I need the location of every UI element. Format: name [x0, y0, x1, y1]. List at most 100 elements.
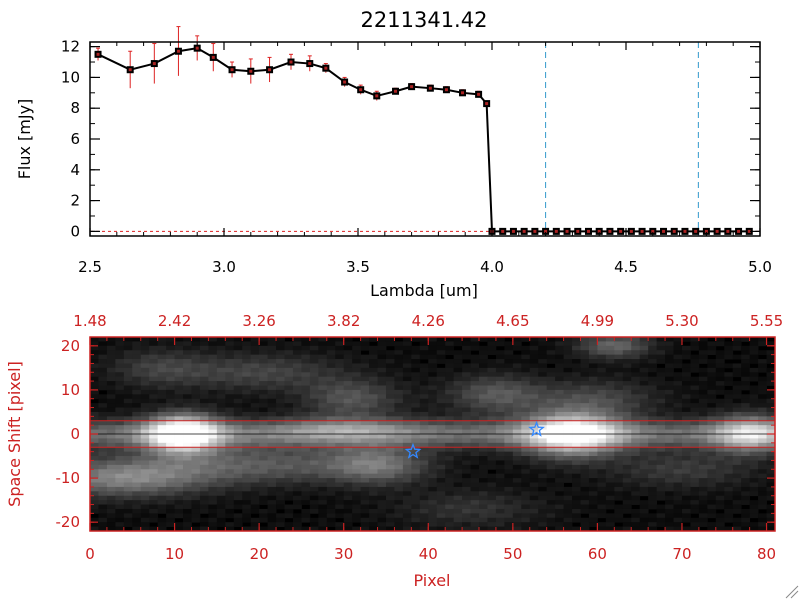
- shift-tick-label: 10: [61, 381, 80, 399]
- resize-grip-icon[interactable]: [785, 585, 799, 599]
- image-pixel: [529, 429, 539, 435]
- image-pixel: [394, 385, 404, 391]
- image-pixel: [724, 447, 734, 453]
- image-pixel: [580, 350, 590, 356]
- image-pixel: [707, 456, 717, 461]
- image-pixel: [309, 350, 319, 356]
- image-pixel: [495, 337, 505, 342]
- image-pixel: [123, 350, 133, 356]
- x-tick-label: 2.5: [78, 258, 102, 276]
- image-pixel: [428, 482, 438, 488]
- image-pixel: [98, 526, 108, 531]
- image-pixel: [191, 394, 201, 400]
- image-pixel: [106, 460, 116, 466]
- image-pixel: [276, 359, 285, 364]
- image-pixel: [470, 381, 480, 386]
- image-pixel: [665, 394, 674, 400]
- image-pixel: [555, 411, 564, 417]
- image-pixel: [225, 337, 235, 342]
- image-pixel: [681, 403, 691, 408]
- image-pixel: [335, 460, 345, 466]
- image-pixel: [724, 495, 734, 501]
- image-pixel: [724, 389, 734, 395]
- image-pixel: [174, 407, 184, 413]
- image-pixel: [191, 438, 201, 444]
- image-pixel: [98, 425, 108, 430]
- image-pixel: [436, 500, 446, 505]
- image-pixel: [411, 411, 421, 417]
- image-pixel: [199, 495, 209, 501]
- image-pixel: [157, 429, 167, 435]
- image-pixel: [665, 486, 674, 492]
- image-pixel: [98, 429, 108, 435]
- image-pixel: [614, 451, 624, 457]
- image-pixel: [580, 504, 590, 510]
- image-pixel: [301, 354, 311, 360]
- image-pixel: [369, 522, 378, 527]
- image-pixel: [512, 429, 522, 435]
- image-pixel: [140, 478, 150, 483]
- image-pixel: [411, 420, 421, 426]
- image-pixel: [132, 337, 142, 342]
- image-pixel: [106, 469, 116, 475]
- image-pixel: [140, 460, 150, 466]
- image-pixel: [428, 442, 438, 448]
- image-pixel: [123, 482, 133, 488]
- image-pixel: [292, 526, 302, 531]
- image-pixel: [90, 438, 99, 444]
- image-pixel: [292, 367, 302, 373]
- image-pixel: [521, 517, 531, 523]
- image-pixel: [174, 381, 184, 386]
- image-pixel: [225, 513, 235, 519]
- image-pixel: [335, 376, 345, 382]
- image-pixel: [487, 372, 497, 378]
- image-pixel: [343, 482, 353, 488]
- image-pixel: [622, 416, 632, 422]
- image-pixel: [572, 482, 581, 488]
- image-pixel: [419, 416, 429, 422]
- image-pixel: [605, 398, 615, 404]
- image-pixel: [681, 411, 691, 417]
- image-pixel: [301, 469, 311, 475]
- image-pixel: [140, 367, 150, 373]
- image-pixel: [335, 394, 345, 400]
- image-pixel: [259, 526, 268, 531]
- image-pixel: [479, 429, 488, 435]
- image-pixel: [377, 411, 387, 417]
- image-pixel: [445, 429, 455, 435]
- image-pixel: [749, 398, 759, 404]
- image-pixel: [98, 451, 108, 457]
- image-pixel: [479, 367, 488, 373]
- image-pixel: [512, 394, 522, 400]
- image-pixel: [462, 350, 471, 356]
- image-pixel: [123, 403, 133, 408]
- image-pixel: [123, 473, 133, 479]
- image-pixel: [766, 389, 775, 395]
- image-pixel: [115, 341, 125, 347]
- image-pixel: [631, 394, 641, 400]
- wavelength-tick-label: 4.26: [412, 312, 445, 330]
- image-pixel: [538, 341, 548, 347]
- image-pixel: [208, 429, 218, 435]
- image-pixel: [495, 513, 505, 519]
- image-pixel: [504, 350, 514, 356]
- image-pixel: [335, 416, 345, 422]
- image-pixel: [140, 385, 150, 391]
- image-pixel: [250, 354, 260, 360]
- image-pixel: [698, 438, 708, 444]
- image-pixel: [707, 478, 717, 483]
- image-pixel: [766, 425, 775, 430]
- image-pixel: [487, 350, 497, 356]
- image-pixel: [639, 354, 649, 360]
- image-pixel: [106, 486, 116, 492]
- image-pixel: [665, 526, 674, 531]
- image-pixel: [487, 359, 497, 364]
- image-pixel: [352, 403, 362, 408]
- image-pixel: [233, 456, 243, 461]
- image-pixel: [199, 434, 209, 439]
- image-pixel: [495, 398, 505, 404]
- data-point-core: [375, 94, 379, 98]
- image-pixel: [453, 381, 463, 386]
- image-pixel: [360, 398, 370, 404]
- image-pixel: [597, 508, 607, 514]
